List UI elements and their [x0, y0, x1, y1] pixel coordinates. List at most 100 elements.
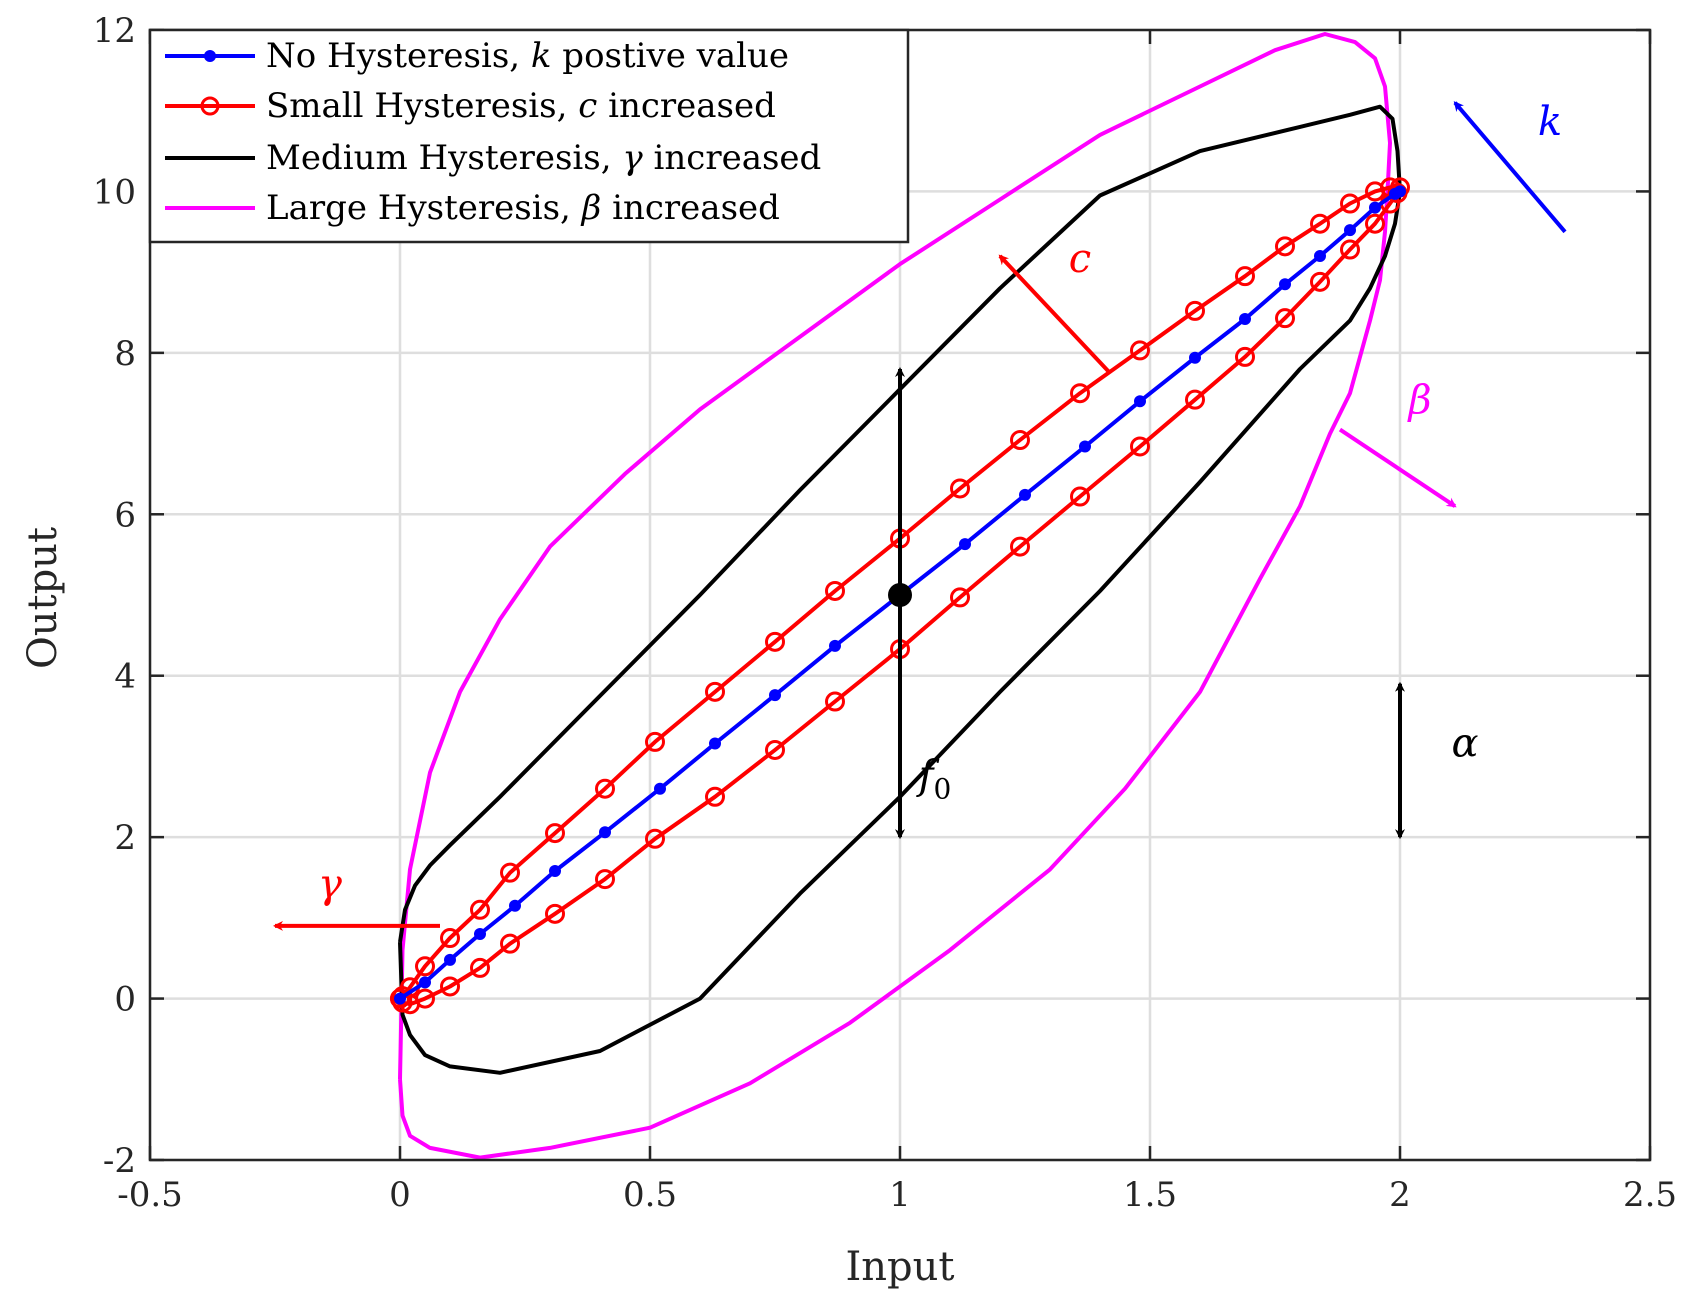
x-tick-label: 2.5 — [1623, 1175, 1677, 1215]
annotation-k: k — [1453, 99, 1567, 234]
series-no-hysteresis-postive-value — [394, 185, 1406, 1005]
annotation-label: β — [1406, 377, 1431, 423]
y-tick-label: 8 — [114, 334, 136, 374]
legend-item-no-hysteresis: No Hysteresis, k postive value — [165, 36, 789, 76]
legend: No Hysteresis, k postive value Small Hys… — [148, 28, 910, 244]
data-point — [415, 956, 435, 977]
legend-label-suffix: postive value — [552, 36, 790, 76]
data-point — [1079, 440, 1091, 453]
data-point — [645, 828, 665, 849]
legend-item-small-hysteresis: Small Hysteresis, c increased — [165, 86, 776, 126]
data-point — [1019, 488, 1031, 501]
data-point — [825, 691, 845, 712]
legend-label: Large Hysteresis, — [266, 188, 582, 228]
x-tick-label: 1.5 — [1123, 1175, 1177, 1215]
svg-text:Medium Hysteresis, γ increased: Medium Hysteresis, γ increased — [266, 138, 821, 178]
data-point — [595, 869, 615, 890]
annotation-arrow — [1453, 101, 1567, 234]
series-layer — [390, 32, 1410, 1160]
series-large-hysteresis-increased — [398, 32, 1392, 1160]
data-point — [1365, 213, 1385, 234]
data-point — [1340, 193, 1360, 214]
x-tick-label: 0.5 — [623, 1175, 677, 1215]
legend-label: Medium Hysteresis, — [266, 138, 622, 178]
data-point — [440, 976, 460, 997]
annotation-beta: β — [1338, 377, 1457, 508]
data-point — [509, 899, 521, 912]
legend-label-suffix: increased — [601, 188, 780, 228]
data-point — [1275, 308, 1295, 329]
data-point — [1235, 266, 1255, 287]
data-point — [500, 862, 520, 883]
x-axis-title: Input — [845, 1244, 954, 1290]
legend-label-symbol: γ — [622, 138, 643, 178]
data-point — [1394, 185, 1406, 198]
data-point — [1310, 271, 1330, 292]
data-point — [705, 681, 725, 702]
data-point — [1369, 201, 1381, 214]
data-point — [545, 903, 565, 924]
y-tick-label: 4 — [114, 657, 136, 697]
y-axis-title: Output — [20, 527, 66, 669]
legend-swatch-marker — [204, 50, 216, 62]
data-point — [470, 957, 490, 978]
data-point — [394, 992, 406, 1005]
x-tick-label: 1 — [889, 1175, 911, 1215]
series-line — [398, 189, 1401, 1001]
annotation-arrow — [1338, 427, 1457, 508]
data-point — [709, 737, 721, 750]
data-point — [825, 580, 845, 601]
data-point — [654, 782, 666, 795]
y-tick-label: 12 — [93, 11, 136, 51]
data-point — [599, 826, 611, 839]
data-point — [595, 778, 615, 799]
y-tick-label: -2 — [103, 1141, 136, 1181]
data-point — [1239, 312, 1251, 325]
annotation-arrow — [998, 254, 1112, 375]
data-point — [545, 823, 565, 844]
data-point — [950, 478, 970, 499]
data-point — [1010, 536, 1030, 557]
data-point — [1134, 395, 1146, 408]
x-tick-label: -0.5 — [117, 1175, 183, 1215]
legend-item-medium-hysteresis: Medium Hysteresis, γ increased — [165, 138, 821, 178]
data-point — [440, 928, 460, 949]
legend-label-symbol: k — [531, 36, 552, 76]
series-line — [398, 32, 1392, 1160]
data-point — [1130, 340, 1150, 361]
data-point — [1185, 389, 1205, 410]
data-point — [765, 739, 785, 760]
annotation-label: k — [1538, 99, 1562, 145]
annotation-c: c — [998, 236, 1112, 375]
data-point — [645, 731, 665, 752]
data-point — [444, 953, 456, 966]
data-point — [470, 899, 490, 920]
data-point — [1010, 430, 1030, 451]
data-point — [1279, 278, 1291, 291]
data-point — [959, 538, 971, 551]
legend-box — [148, 28, 910, 244]
legend-label-symbol: c — [578, 86, 597, 126]
data-point — [769, 689, 781, 702]
data-point — [1310, 213, 1330, 234]
data-point — [419, 976, 431, 989]
svg-text:No Hysteresis, k postive value: No Hysteresis, k postive value — [266, 36, 789, 76]
legend-swatch-marker — [200, 96, 220, 116]
y-tick-label: 6 — [114, 495, 136, 535]
data-point — [1340, 239, 1360, 260]
legend-label-suffix: increased — [643, 138, 822, 178]
legend-label-symbol: β — [580, 188, 602, 228]
svg-text:Small Hysteresis, c increased: Small Hysteresis, c increased — [266, 86, 776, 126]
legend-label: No Hysteresis, — [266, 36, 531, 76]
ticks: -0.5 0 0.5 1 1.5 2 2.5 -2 0 2 4 6 8 10 12 — [93, 11, 1677, 1215]
annotation-alpha: α — [1395, 681, 1479, 840]
data-point — [705, 786, 725, 807]
y-tick-label: 10 — [93, 172, 136, 212]
data-point — [1070, 486, 1090, 507]
annotation-label: α — [1451, 720, 1478, 766]
data-point — [500, 933, 520, 954]
data-point — [1235, 346, 1255, 367]
legend-label-suffix: increased — [597, 86, 776, 126]
data-point — [1070, 383, 1090, 404]
y-tick-label: 0 — [114, 980, 136, 1020]
